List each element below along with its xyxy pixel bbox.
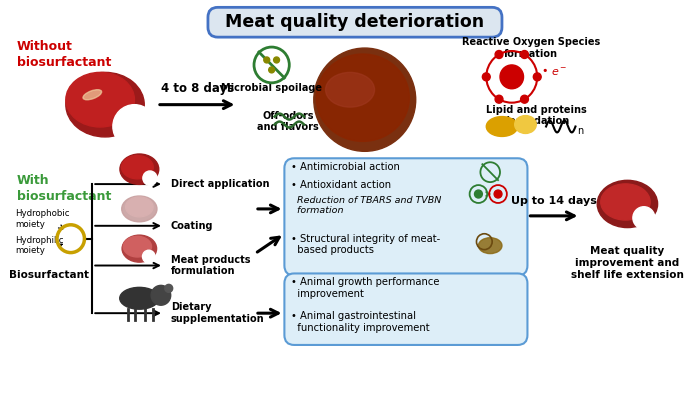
Circle shape <box>494 190 502 198</box>
Ellipse shape <box>83 90 102 100</box>
Text: • Animal growth performance
  improvement: • Animal growth performance improvement <box>291 277 440 299</box>
Ellipse shape <box>597 180 657 228</box>
Ellipse shape <box>316 54 410 141</box>
Text: • Animal gastrointestinal
  functionality improvement: • Animal gastrointestinal functionality … <box>291 311 430 333</box>
Circle shape <box>495 95 503 103</box>
Text: With
biosurfactant: With biosurfactant <box>17 174 111 203</box>
Circle shape <box>264 57 270 63</box>
Ellipse shape <box>478 238 502 254</box>
FancyBboxPatch shape <box>284 158 527 275</box>
Text: • Antimicrobial action: • Antimicrobial action <box>291 162 400 172</box>
Ellipse shape <box>486 117 517 136</box>
Circle shape <box>164 284 173 292</box>
Ellipse shape <box>120 154 159 184</box>
Text: Microbial spoilage: Microbial spoilage <box>221 83 322 93</box>
Text: Reduction of TBARS and TVBN
  formation: Reduction of TBARS and TVBN formation <box>291 196 442 216</box>
Text: • Structural integrity of meat-
  based products: • Structural integrity of meat- based pr… <box>291 234 440 255</box>
Text: n: n <box>578 126 584 136</box>
Text: Lipid and proteins
degradation: Lipid and proteins degradation <box>486 105 587 126</box>
Circle shape <box>475 190 482 198</box>
Circle shape <box>482 73 490 81</box>
Circle shape <box>533 73 541 81</box>
Text: Up to 14 days: Up to 14 days <box>511 196 597 206</box>
Text: Without
biosurfactant: Without biosurfactant <box>17 40 111 69</box>
Ellipse shape <box>123 236 151 257</box>
FancyBboxPatch shape <box>208 7 502 37</box>
Circle shape <box>143 171 157 185</box>
Ellipse shape <box>125 197 153 217</box>
Text: Hydrophilic
moiety: Hydrophilic moiety <box>15 236 64 255</box>
Circle shape <box>500 65 524 89</box>
Text: Meat products
formulation: Meat products formulation <box>171 255 250 276</box>
Text: • Antioxidant action: • Antioxidant action <box>291 180 391 190</box>
Circle shape <box>521 50 528 58</box>
Ellipse shape <box>120 287 159 309</box>
Circle shape <box>633 207 655 229</box>
Text: Dietary
supplementation: Dietary supplementation <box>171 302 265 324</box>
Circle shape <box>113 105 156 149</box>
Circle shape <box>143 250 155 263</box>
Circle shape <box>495 50 503 58</box>
FancyBboxPatch shape <box>284 273 527 345</box>
Text: Off-odors
and flavors: Off-odors and flavors <box>258 111 319 132</box>
Ellipse shape <box>66 72 134 127</box>
Ellipse shape <box>326 72 374 107</box>
Circle shape <box>274 57 279 63</box>
Ellipse shape <box>122 235 157 262</box>
Ellipse shape <box>122 156 153 179</box>
Circle shape <box>521 95 528 103</box>
Text: Meat quality
improvement and
shelf life extension: Meat quality improvement and shelf life … <box>571 245 684 281</box>
Text: Reactive Oxygen Species
formation: Reactive Oxygen Species formation <box>462 37 601 59</box>
Text: 4 to 8 days: 4 to 8 days <box>160 82 234 95</box>
Circle shape <box>151 285 171 305</box>
Text: • $e^-$: • $e^-$ <box>541 67 568 78</box>
Ellipse shape <box>122 196 157 222</box>
Text: Hydrophobic
moiety: Hydrophobic moiety <box>15 209 69 229</box>
Circle shape <box>314 48 416 151</box>
Text: Biosurfactant: Biosurfactant <box>9 270 89 281</box>
Text: Direct application: Direct application <box>171 179 270 189</box>
Circle shape <box>269 67 274 73</box>
Text: Meat quality deterioration: Meat quality deterioration <box>225 13 484 31</box>
Ellipse shape <box>66 72 144 137</box>
Text: Coating: Coating <box>171 221 213 231</box>
Ellipse shape <box>601 184 650 220</box>
Ellipse shape <box>514 115 536 134</box>
